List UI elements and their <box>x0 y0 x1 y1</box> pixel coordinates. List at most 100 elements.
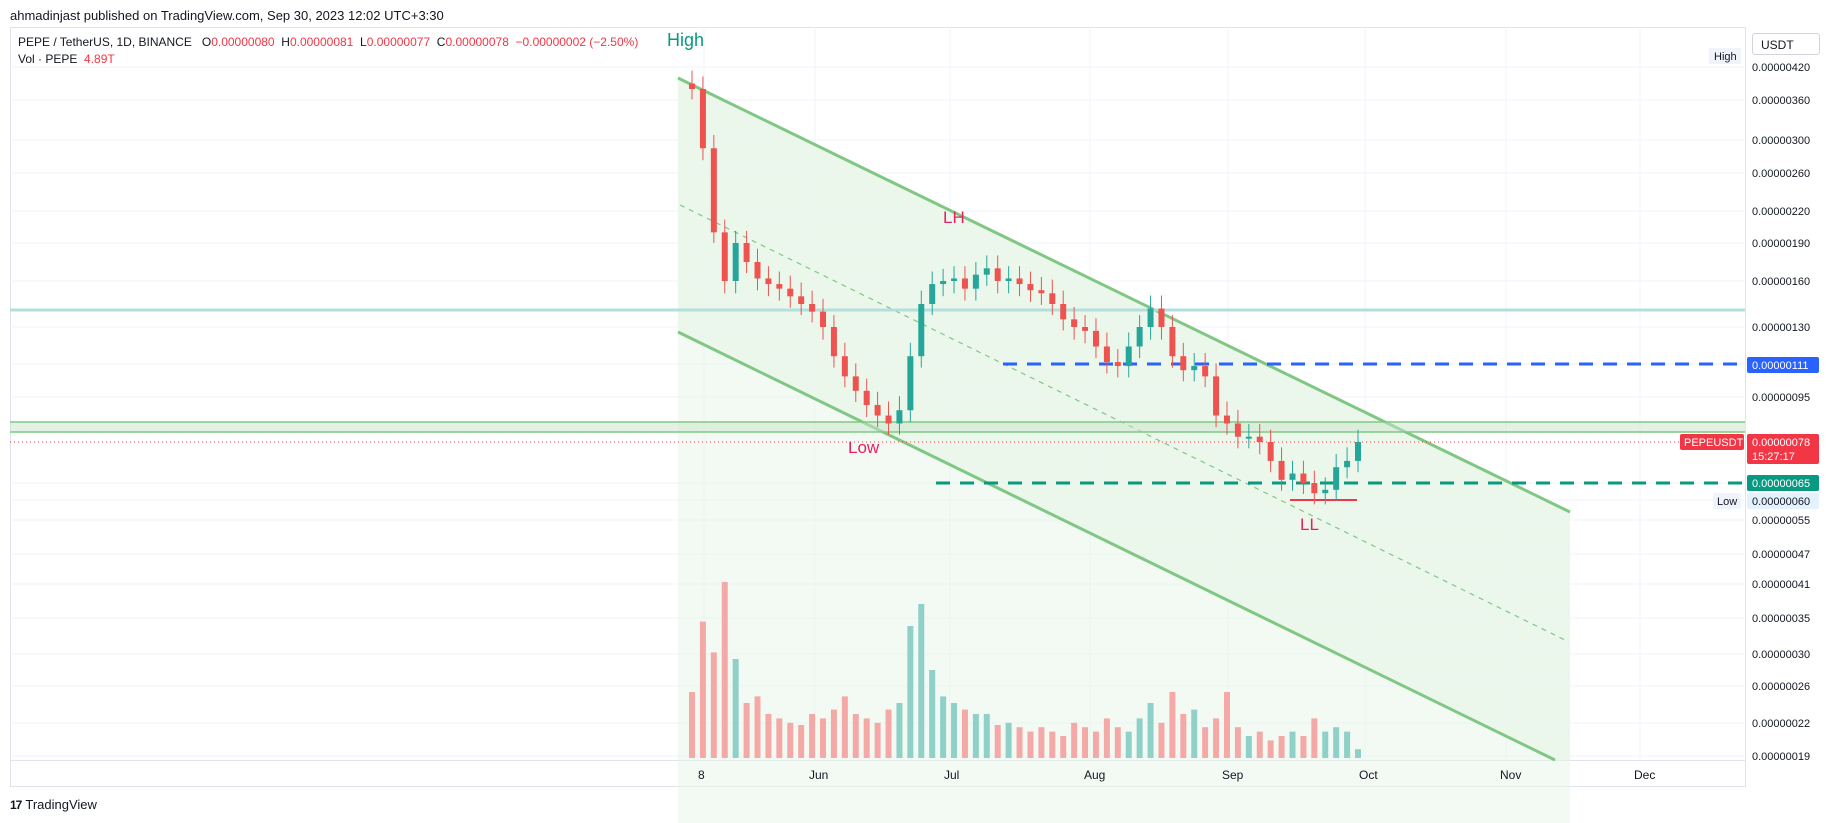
symbol-tag-bg <box>1680 434 1744 450</box>
volume-legend[interactable]: Vol · PEPE 4.89T <box>18 52 115 66</box>
candle-body <box>841 356 848 377</box>
x-tick-label: Dec <box>1634 768 1655 782</box>
candle-body <box>699 89 706 149</box>
y-tick-label: 0.00000420 <box>1752 62 1810 74</box>
volume-bar <box>841 696 848 758</box>
high-tag: High <box>1714 51 1737 63</box>
candle-body <box>765 278 772 285</box>
volume-bar <box>732 659 739 758</box>
low-value: 0.00000077 <box>366 35 431 49</box>
volume-label: Vol · PEPE <box>18 52 78 66</box>
volume-bar <box>1060 736 1067 758</box>
volume-bar <box>1092 731 1099 758</box>
candle-body <box>1311 483 1318 494</box>
volume-bar <box>1322 731 1329 758</box>
blue-level-tag-bg <box>1747 357 1819 373</box>
candle-body <box>951 278 958 281</box>
candle-body <box>1289 473 1296 480</box>
volume-bar <box>809 714 816 758</box>
y-tick-label: 0.00000300 <box>1752 135 1810 147</box>
channel-band <box>678 78 1570 760</box>
volume-bar <box>1311 718 1318 758</box>
channel-upper-line <box>677 76 1571 514</box>
candle-body <box>940 281 947 285</box>
x-tick-label: 8 <box>698 768 705 782</box>
x-tick-label: Nov <box>1500 768 1521 782</box>
x-tick-label: Oct <box>1359 768 1378 782</box>
candle-body <box>896 410 903 424</box>
candle-body <box>1005 278 1012 281</box>
volume-bar <box>1256 731 1263 758</box>
candle-body <box>1191 366 1198 371</box>
volume-bar <box>885 709 892 758</box>
volume-bar <box>961 709 968 758</box>
candle-body <box>1060 304 1067 320</box>
candle-body <box>1125 346 1132 367</box>
candle-body <box>918 304 925 357</box>
symbol-legend[interactable]: PEPE / TetherUS, 1D, BINANCE O0.00000080… <box>18 35 638 49</box>
volume-bar <box>820 718 827 758</box>
candle-body <box>863 390 870 405</box>
volume-bar <box>951 703 958 758</box>
channel-lower-line <box>677 330 1556 762</box>
annotation-high: High <box>667 30 704 50</box>
y-tick-label: 0.00000019 <box>1752 751 1810 763</box>
volume-bar <box>743 703 750 758</box>
volume-bar <box>1289 731 1296 758</box>
volume-bar <box>830 709 837 758</box>
brand-name: TradingView <box>25 797 97 812</box>
volume-bar <box>852 714 859 758</box>
volume-bar <box>1333 727 1340 758</box>
volume-bar <box>1147 703 1154 758</box>
volume-bar <box>1027 731 1034 758</box>
volume-bar <box>1355 749 1361 758</box>
candle-body <box>929 284 936 304</box>
candle-body <box>1027 284 1034 291</box>
currency-selector[interactable]: USDT <box>1752 33 1820 55</box>
high-label: H <box>281 35 290 49</box>
candle-body <box>907 356 914 411</box>
volume-bar <box>1016 727 1023 758</box>
x-tick-label: Aug <box>1084 768 1105 782</box>
candle-body <box>1038 290 1045 294</box>
low-tag-bg <box>1713 493 1741 509</box>
green-level-tag: 0.00000065 <box>1752 478 1810 490</box>
volume-bar <box>918 604 925 758</box>
volume-bar <box>896 703 903 758</box>
volume-bar <box>874 722 881 758</box>
volume-bar <box>1278 736 1285 758</box>
annotation-lh: LH <box>943 208 965 227</box>
last-price-tag-bg <box>1747 434 1819 464</box>
candles <box>689 70 1361 505</box>
candle-body <box>1049 293 1056 304</box>
candle-body <box>874 404 881 416</box>
high-value: 0.00000081 <box>289 35 354 49</box>
candle-body <box>1278 460 1285 480</box>
low-tag: Low <box>1717 496 1737 508</box>
candle-body <box>776 284 783 289</box>
green-level-tag-bg <box>1747 475 1819 491</box>
blue-level-tag: 0.00000111 <box>1752 360 1808 372</box>
candle-body <box>1223 415 1230 424</box>
volume-bar <box>710 652 717 758</box>
x-tick-label: Sep <box>1222 768 1244 782</box>
brand[interactable]: 17 TradingView <box>10 797 97 812</box>
candle-body <box>1016 278 1023 285</box>
candle-body <box>830 327 837 357</box>
volume-bar <box>972 714 979 758</box>
low-value-tag: 0.00000060 <box>1752 496 1810 508</box>
price-axis[interactable] <box>1745 27 1835 787</box>
volume-bar <box>929 670 936 758</box>
candle-body <box>1256 436 1263 442</box>
candle-body <box>885 415 892 424</box>
volume-bar <box>1136 718 1143 758</box>
symbol-name[interactable]: PEPE / TetherUS, 1D, BINANCE <box>18 35 192 49</box>
volume-bar <box>1245 736 1252 758</box>
volume-bar <box>940 696 947 758</box>
candle-body <box>1092 330 1099 347</box>
x-tick-label: Jul <box>944 768 959 782</box>
y-tick-label: 0.00000030 <box>1752 649 1810 661</box>
volume-bar <box>721 582 728 758</box>
volume-bar <box>1082 727 1089 758</box>
